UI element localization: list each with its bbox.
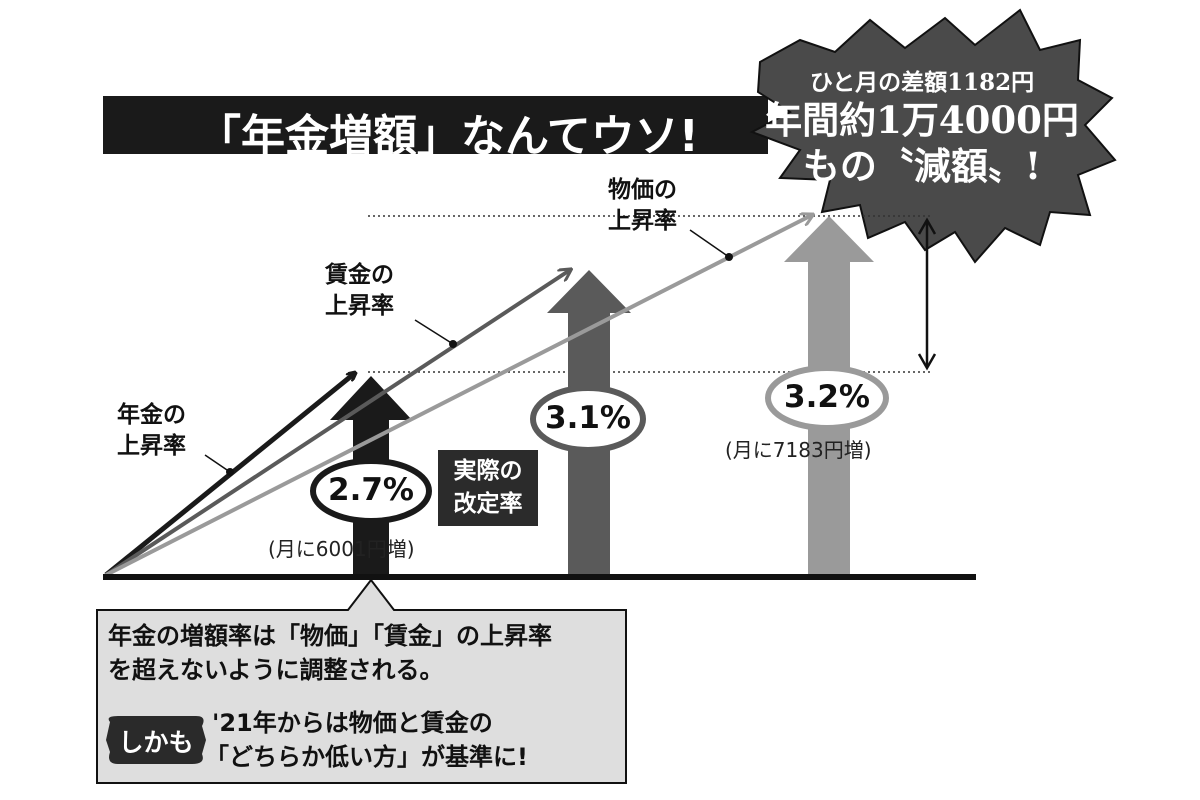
actual-revision-label: 実際の 改定率 (438, 450, 538, 526)
price-rate-label-2: 上昇率 (608, 208, 677, 234)
gap-arrow-head-top (917, 217, 937, 235)
price-monthly-note: (月に7183円増) (725, 438, 872, 462)
price-rate-label: 物価の 上昇率 (608, 175, 677, 237)
wage-leader-dot (449, 340, 457, 348)
wage-rate-label: 賃金の 上昇率 (325, 260, 394, 322)
wage-rate-line (104, 270, 570, 577)
price-rate-label-1: 物価の (608, 177, 677, 203)
price-rate-line (105, 215, 812, 577)
wage-rate-label-2: 上昇率 (325, 293, 394, 319)
callout-line-1: 年金の増額率は「物価」「賃金」の上昇率 (108, 622, 552, 650)
burst-line-3: もの〝減額〟! (802, 144, 1042, 188)
oval-price (765, 365, 889, 431)
pension-leader (204, 454, 231, 473)
price-leader-dot (725, 253, 733, 261)
gap-arrow-head-bottom (917, 353, 937, 371)
page-title: 「年金増額」なんてウソ! (197, 111, 699, 162)
wage-rate-label-1: 賃金の (325, 262, 394, 288)
callout-box (96, 578, 627, 784)
pension-leader-dot (226, 468, 234, 476)
callout-line-2: を超えないように調整される。 (108, 656, 444, 684)
pension-rate-label-1: 年金の (117, 402, 186, 428)
shikamo-badge: しかも (118, 728, 194, 757)
shikamo-badge-shape (106, 716, 206, 764)
burst-line-2: 年間約1万4000円 (765, 98, 1079, 142)
actual-monthly-note: (月に6001円増) (268, 537, 415, 561)
title-bar (103, 96, 768, 154)
actual-revision-label-2: 改定率 (453, 491, 523, 517)
price-rate-value: 3.2% (784, 379, 870, 415)
actual-rate-value: 2.7% (328, 472, 414, 508)
pension-rate-label-2: 上昇率 (117, 433, 186, 459)
price-leader (689, 229, 730, 258)
oval-actual (310, 458, 432, 524)
callout-line-3: '21年からは物価と賃金の (212, 709, 493, 737)
wage-leader (414, 319, 454, 345)
burst-line-1: ひと月の差額1182円 (809, 69, 1035, 96)
callout-line-4: 「どちらか低い方」が基準に! (205, 743, 528, 771)
wage-rate-value: 3.1% (545, 400, 631, 436)
pension-rate-label: 年金の 上昇率 (117, 400, 186, 462)
oval-wage (530, 385, 646, 453)
starburst-bubble (749, 8, 1117, 264)
actual-revision-label-1: 実際の (453, 458, 523, 484)
